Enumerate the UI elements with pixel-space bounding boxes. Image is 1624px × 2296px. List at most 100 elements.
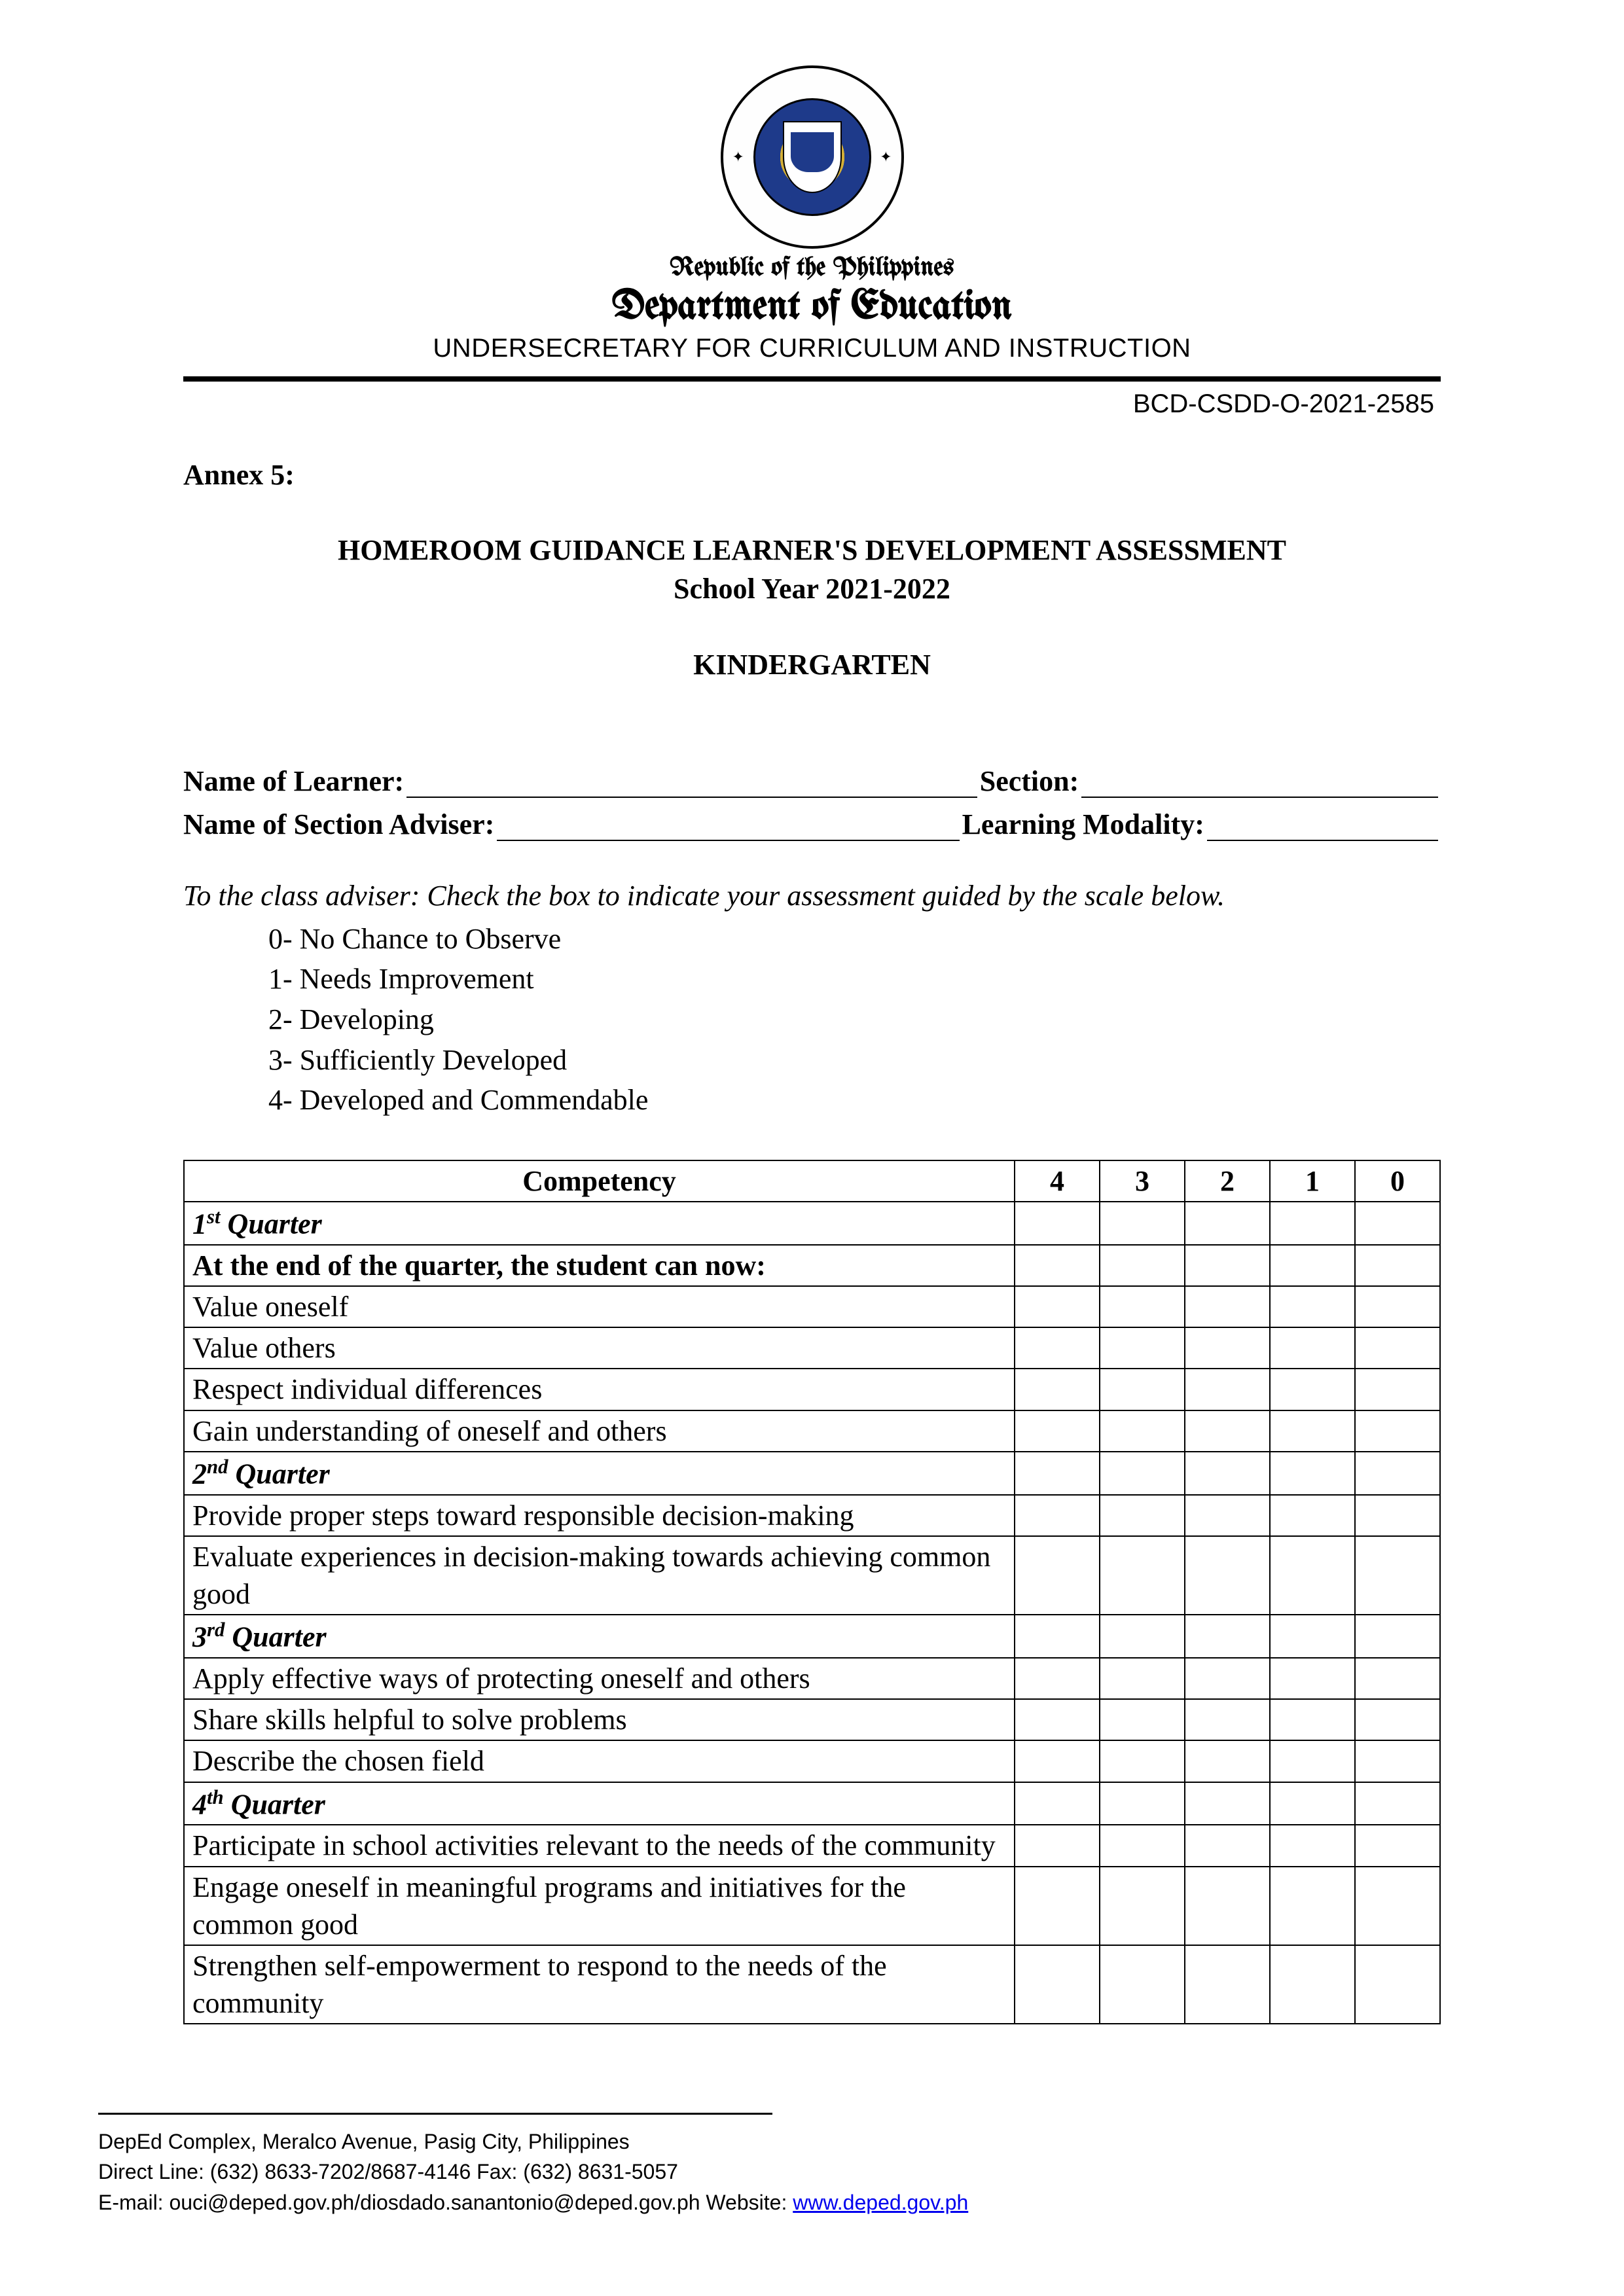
competency-cell: Apply effective ways of protecting onese… [184,1658,1015,1699]
footer-website-link[interactable]: www.deped.gov.ph [793,2191,968,2214]
score-cell[interactable] [1185,1495,1270,1536]
header-divider [183,376,1441,382]
score-cell[interactable] [1185,1945,1270,2024]
score-cell[interactable] [1015,1867,1100,1945]
score-cell[interactable] [1015,1286,1100,1327]
score-cell [1355,1782,1440,1825]
score-cell[interactable] [1355,1945,1440,2024]
score-cell[interactable] [1355,1286,1440,1327]
score-cell[interactable] [1355,1699,1440,1740]
score-cell[interactable] [1015,1369,1100,1410]
score-cell[interactable] [1015,1740,1100,1782]
document-code: BCD-CSDD-O-2021-2585 [183,389,1441,419]
score-cell[interactable] [1100,1825,1185,1866]
competency-cell: At the end of the quarter, the student c… [184,1245,1015,1286]
score-cell[interactable] [1185,1536,1270,1615]
deped-seal: ✦ ✦ [721,65,904,249]
competency-cell: 3rd Quarter [184,1615,1015,1658]
score-cell[interactable] [1100,1740,1185,1782]
score-cell[interactable] [1270,1286,1355,1327]
score-cell [1015,1202,1100,1245]
score-cell[interactable] [1100,1658,1185,1699]
table-row: Describe the chosen field [184,1740,1440,1782]
score-cell[interactable] [1355,1495,1440,1536]
score-cell[interactable] [1270,1410,1355,1452]
scale-item: 4- Developed and Commendable [268,1080,1441,1121]
score-cell[interactable] [1100,1536,1185,1615]
table-row: Gain understanding of oneself and others [184,1410,1440,1452]
score-cell[interactable] [1355,1327,1440,1369]
score-cell[interactable] [1015,1658,1100,1699]
score-cell[interactable] [1185,1825,1270,1866]
score-cell [1185,1782,1270,1825]
score-cell[interactable] [1185,1740,1270,1782]
score-cell[interactable] [1185,1369,1270,1410]
score-cell [1100,1245,1185,1286]
score-cell[interactable] [1185,1867,1270,1945]
score-cell[interactable] [1355,1410,1440,1452]
score-cell[interactable] [1100,1410,1185,1452]
score-cell[interactable] [1015,1410,1100,1452]
score-cell[interactable] [1100,1867,1185,1945]
score-cell[interactable] [1355,1740,1440,1782]
score-cell[interactable] [1355,1369,1440,1410]
score-cell[interactable] [1100,1327,1185,1369]
competency-cell: Participate in school activities relevan… [184,1825,1015,1866]
score-cell [1100,1615,1185,1658]
adviser-name-label: Name of Section Adviser: [183,803,494,846]
competency-cell: 1st Quarter [184,1202,1015,1245]
footer-phone: Direct Line: (632) 8633-7202/8687-4146 F… [98,2157,1441,2187]
score-cell[interactable] [1015,1825,1100,1866]
section-label: Section: [980,760,1079,803]
score-cell[interactable] [1185,1286,1270,1327]
score-cell[interactable] [1185,1699,1270,1740]
score-cell[interactable] [1015,1536,1100,1615]
col-competency: Competency [184,1160,1015,1202]
score-cell[interactable] [1355,1658,1440,1699]
score-cell[interactable] [1100,1699,1185,1740]
letterhead: ✦ ✦ Republic of the Philippines Departme… [183,65,1441,363]
score-cell[interactable] [1270,1867,1355,1945]
score-cell[interactable] [1270,1658,1355,1699]
adviser-name-field[interactable] [497,803,959,841]
score-cell[interactable] [1270,1945,1355,2024]
score-cell[interactable] [1015,1327,1100,1369]
score-cell[interactable] [1270,1327,1355,1369]
competency-cell: Describe the chosen field [184,1740,1015,1782]
score-cell[interactable] [1100,1495,1185,1536]
score-cell[interactable] [1270,1740,1355,1782]
score-cell[interactable] [1270,1369,1355,1410]
table-row: Engage oneself in meaningful programs an… [184,1867,1440,1945]
score-cell[interactable] [1100,1286,1185,1327]
table-header-row: Competency 4 3 2 1 0 [184,1160,1440,1202]
score-cell[interactable] [1355,1867,1440,1945]
score-cell[interactable] [1185,1327,1270,1369]
score-cell[interactable] [1015,1945,1100,2024]
score-cell [1355,1615,1440,1658]
score-cell[interactable] [1270,1495,1355,1536]
score-cell[interactable] [1270,1536,1355,1615]
annex-label: Annex 5: [183,458,1441,492]
score-cell[interactable] [1100,1369,1185,1410]
competency-cell: Respect individual differences [184,1369,1015,1410]
score-cell[interactable] [1270,1699,1355,1740]
modality-label: Learning Modality: [962,803,1204,846]
title-line-1: HOMEROOM GUIDANCE LEARNER'S DEVELOPMENT … [183,531,1441,569]
score-cell[interactable] [1100,1945,1185,2024]
score-cell [1015,1615,1100,1658]
score-cell[interactable] [1015,1699,1100,1740]
score-cell[interactable] [1270,1825,1355,1866]
score-cell[interactable] [1185,1658,1270,1699]
score-cell[interactable] [1015,1495,1100,1536]
learner-name-field[interactable] [406,760,977,798]
competency-cell: Evaluate experiences in decision-making … [184,1536,1015,1615]
score-cell [1270,1782,1355,1825]
form-fields: Name of Learner: Section: Name of Sectio… [183,760,1441,846]
section-field[interactable] [1081,760,1438,798]
table-row: Strengthen self-empowerment to respond t… [184,1945,1440,2024]
score-cell[interactable] [1355,1825,1440,1866]
modality-field[interactable] [1207,803,1438,841]
assessment-table: Competency 4 3 2 1 0 1st QuarterAt the e… [183,1160,1441,2025]
score-cell[interactable] [1355,1536,1440,1615]
score-cell[interactable] [1185,1410,1270,1452]
